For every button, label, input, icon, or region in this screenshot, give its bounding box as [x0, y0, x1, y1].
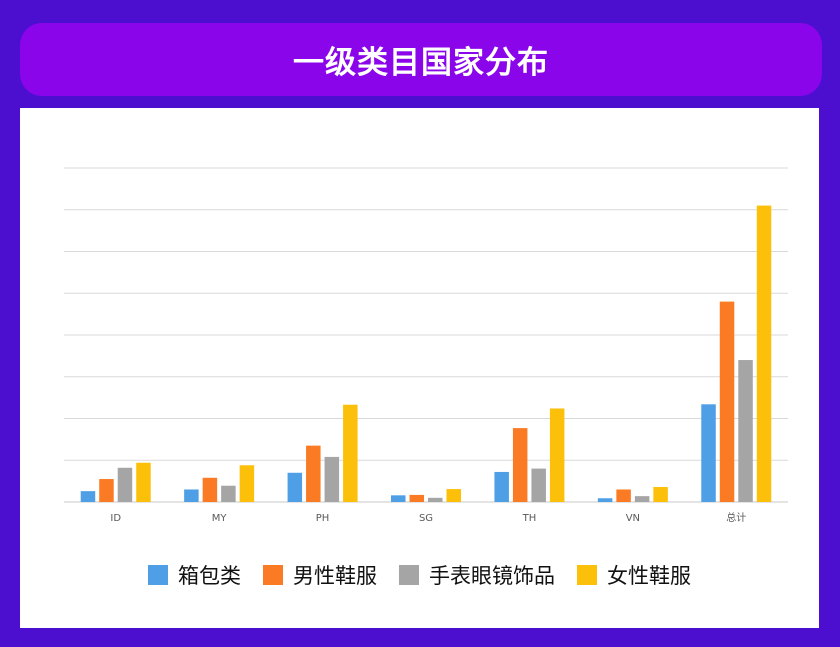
bar: [239, 465, 255, 502]
bar: [428, 497, 443, 502]
bar: [391, 495, 406, 502]
bar: [738, 360, 753, 502]
legend-label: 男性鞋服: [293, 564, 377, 588]
x-tick-label: PH: [316, 513, 330, 524]
bar: [719, 301, 735, 502]
bar: [202, 477, 218, 502]
legend-label: 手表眼镜饰品: [429, 564, 555, 588]
bar: [117, 467, 133, 502]
bar: [446, 489, 461, 502]
bar: [512, 428, 528, 502]
bar: [324, 456, 340, 502]
legend-item: 箱包类: [148, 560, 241, 590]
bar: [409, 494, 424, 502]
legend-swatch: [577, 565, 597, 585]
bar: [756, 205, 772, 502]
bar: [616, 489, 631, 502]
bar: [549, 408, 565, 502]
legend-label: 女性鞋服: [607, 564, 691, 588]
x-tick-label: ID: [110, 513, 121, 524]
legend-item: 手表眼镜饰品: [399, 560, 555, 590]
bar: [634, 496, 650, 502]
bar: [494, 471, 509, 502]
x-tick-label: 总计: [726, 511, 746, 524]
legend-label: 箱包类: [178, 564, 241, 588]
bar: [287, 472, 303, 502]
legend-swatch: [148, 565, 168, 585]
bar: [597, 498, 613, 502]
bar: [531, 468, 546, 502]
legend-item: 女性鞋服: [577, 560, 691, 590]
bar: [136, 462, 151, 502]
x-tick-label: TH: [522, 513, 537, 524]
bar: [701, 404, 716, 502]
bar: [653, 486, 668, 502]
page-title: 一级类目国家分布: [293, 45, 549, 81]
bar-chart: ID MY PH SG TH VN 总计: [64, 167, 788, 524]
x-tick-label: MY: [212, 513, 228, 524]
x-tick-label: VN: [626, 513, 640, 524]
bar: [184, 489, 199, 502]
bar: [343, 404, 358, 502]
title-banner: 一级类目国家分布: [20, 23, 822, 96]
chart-legend: 箱包类 男性鞋服 手表眼镜饰品 女性鞋服: [20, 560, 819, 590]
legend-item: 男性鞋服: [263, 560, 377, 590]
chart-panel: ID MY PH SG TH VN 总计 箱包类 男性鞋服 手表眼镜饰品 女性鞋服: [20, 108, 819, 628]
bar: [221, 485, 236, 502]
bar: [80, 491, 96, 502]
legend-swatch: [399, 565, 419, 585]
x-tick-label: SG: [419, 513, 433, 524]
bar: [306, 445, 321, 502]
legend-swatch: [263, 565, 283, 585]
bar: [99, 479, 114, 502]
